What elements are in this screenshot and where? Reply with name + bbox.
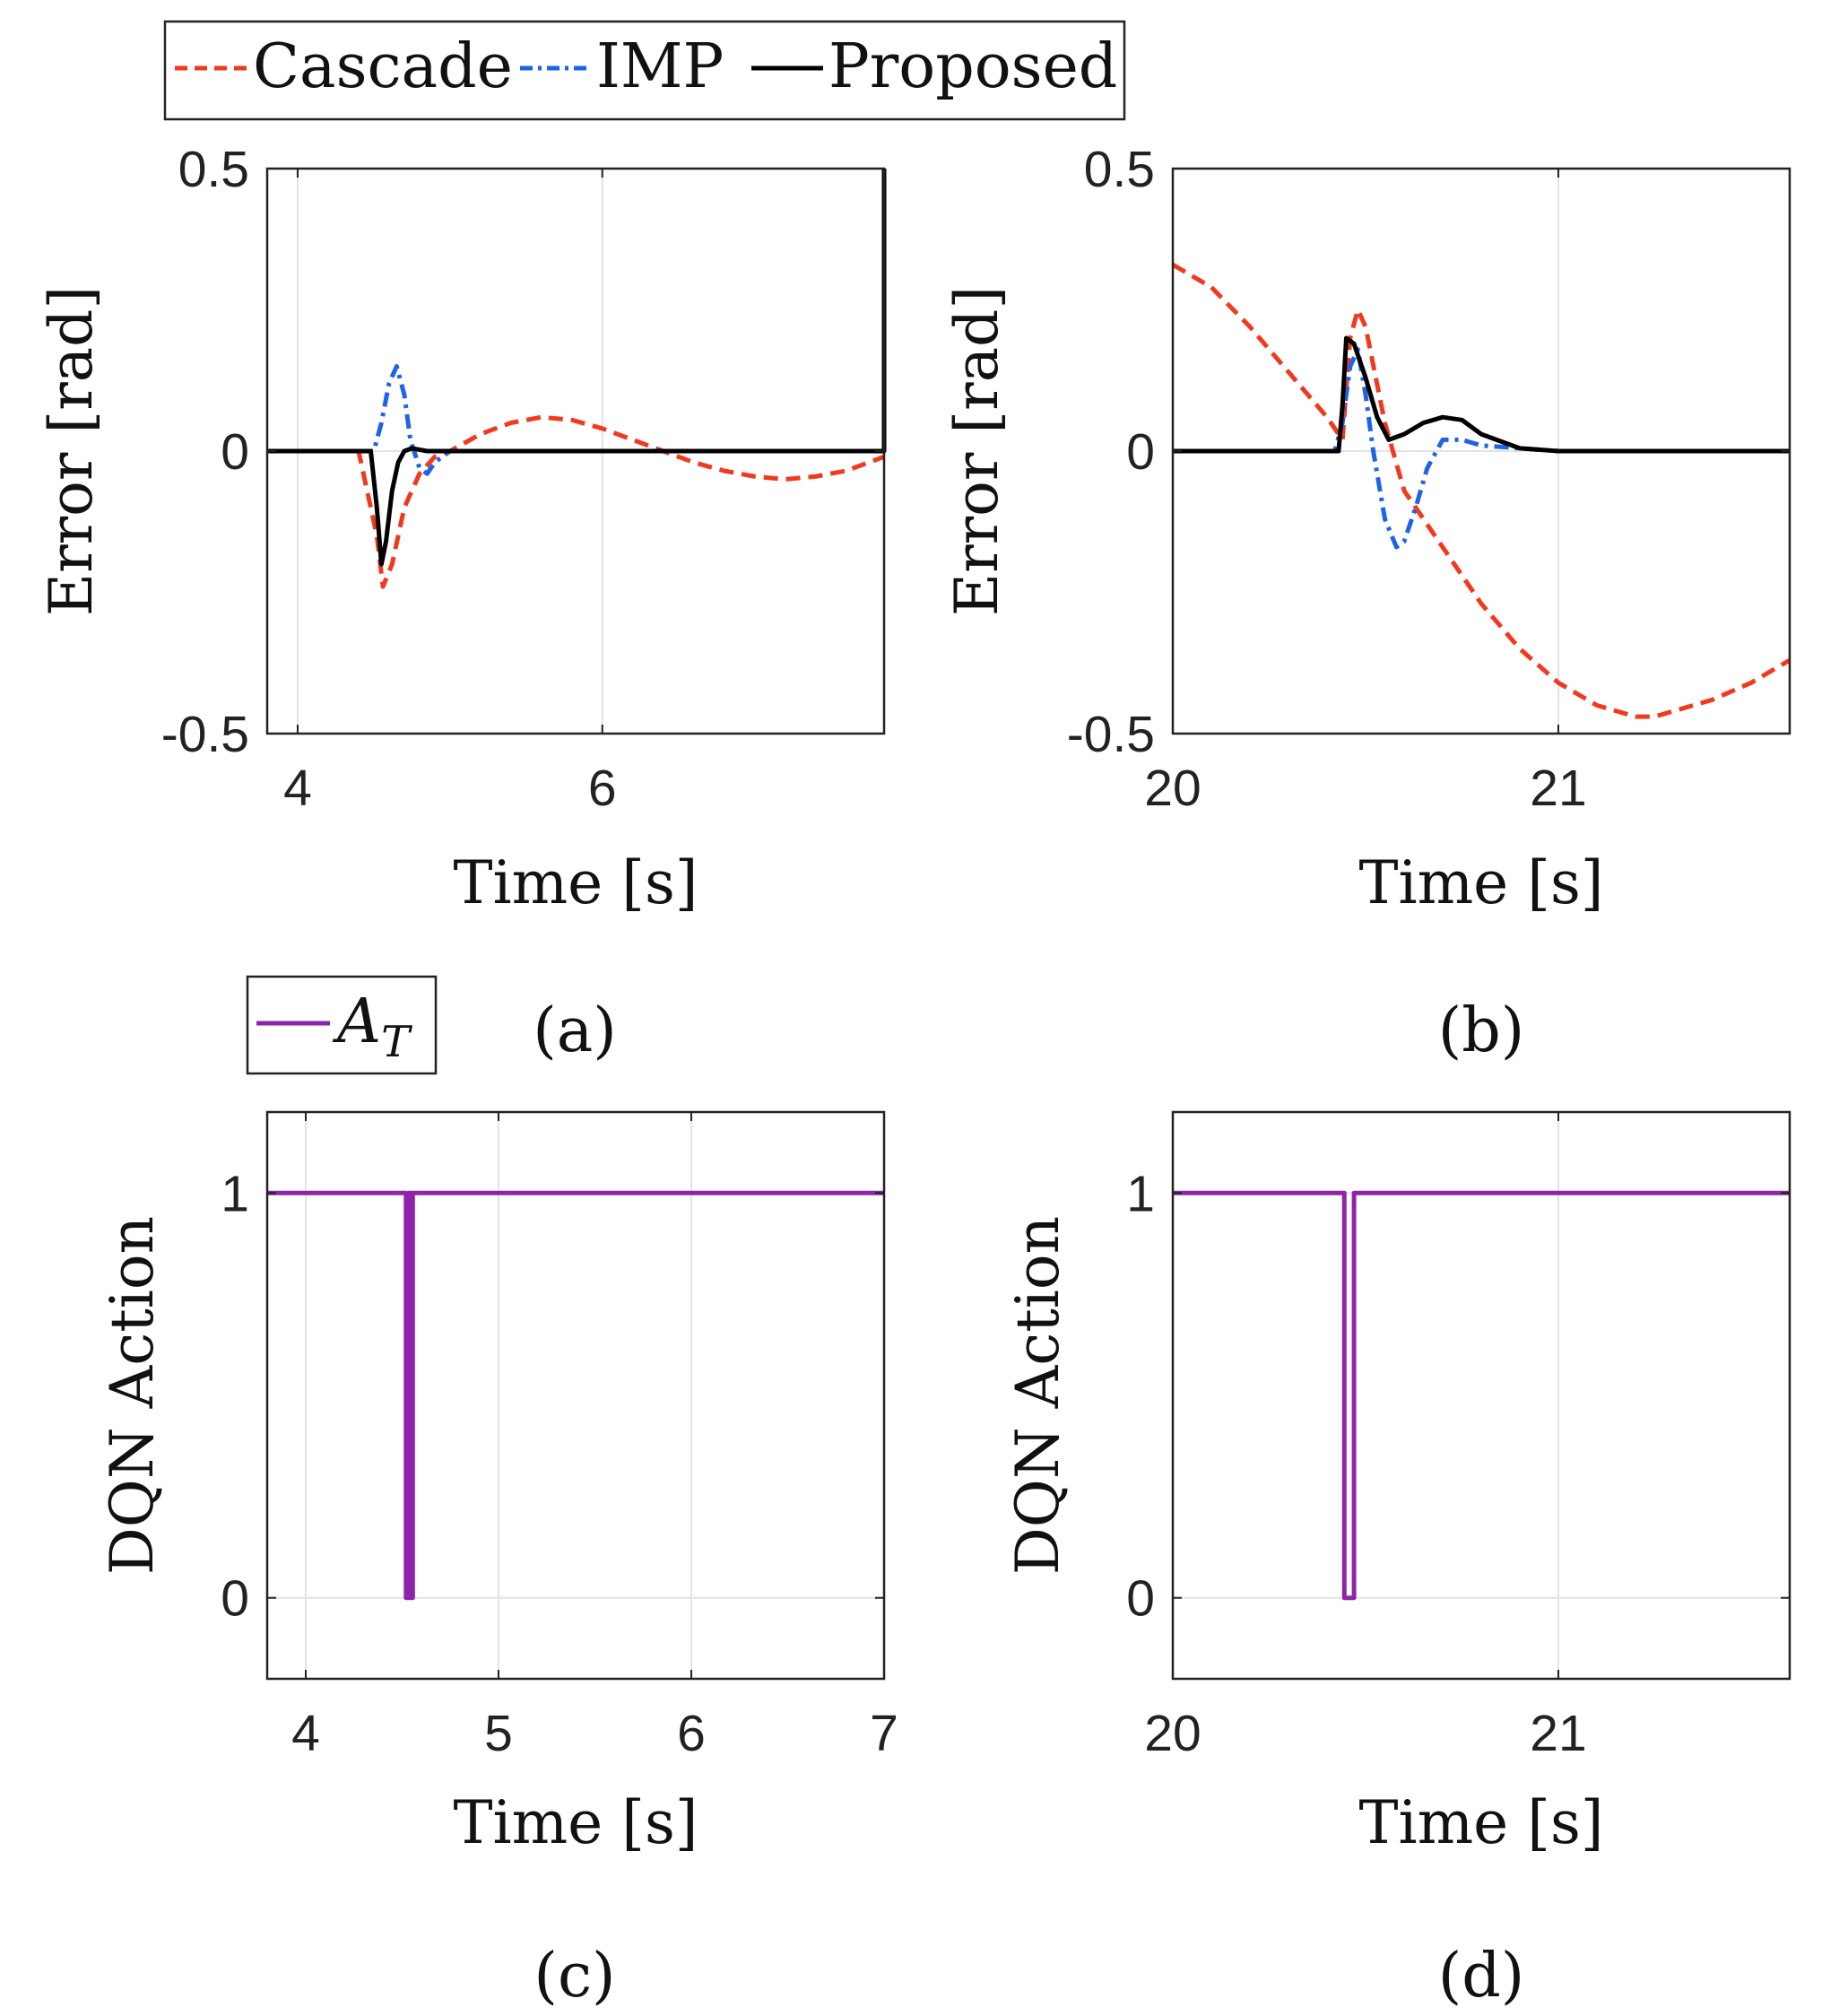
y-tick-label-b-1: 0 <box>1126 423 1155 481</box>
legend-at-sub: T <box>381 1017 412 1067</box>
panel-label-a: (a) <box>533 995 617 1066</box>
y-tick-label-a-0: -0.5 <box>161 706 249 763</box>
axes-box-c <box>265 1110 886 1681</box>
series-line-c-a-t <box>267 1190 884 1601</box>
legend-bottom-box <box>246 975 438 1075</box>
chart-panel-d: 20 21 0 1 Time [s] DQN Action <box>1003 1110 1791 1857</box>
series-line-b-proposed <box>1173 335 1790 454</box>
y-axis-label-a: Error [rad] <box>37 286 106 616</box>
panel-label-b: (b) <box>1438 995 1525 1066</box>
x-tick-label-c-1: 5 <box>484 1705 513 1762</box>
x-axis-label-c: Time [s] <box>453 1788 698 1857</box>
y-tick-label-c-0: 0 <box>221 1570 249 1628</box>
plot-area-d <box>1173 1112 1790 1679</box>
plot-area-c <box>267 1112 884 1679</box>
panel-label-d: (d) <box>1438 1941 1525 2012</box>
x-tick-label-b-1: 21 <box>1530 760 1586 817</box>
y-tick-label-d-1: 1 <box>1126 1165 1155 1222</box>
series-line-a-cascade <box>267 414 885 589</box>
x-tick-label-b-0: 20 <box>1144 760 1201 817</box>
chart-panel-b: 20 21 -0.5 0 0.5 Time [s] Error [rad] <box>942 141 1791 917</box>
x-axis-label-a: Time [s] <box>453 848 698 917</box>
legend-bottom: AT <box>246 975 438 1075</box>
legend-cascade-label: Cascade <box>253 31 513 102</box>
legend-at-label: AT <box>332 986 412 1067</box>
legend-top: Cascade IMP Proposed <box>163 20 1126 121</box>
panel-label-c: (c) <box>533 1941 615 2012</box>
chart-panel-c: 4 5 6 7 0 1 Time [s] DQN Action <box>98 1110 898 1857</box>
x-tick-label-a-1: 6 <box>588 760 617 817</box>
legend-imp-label: IMP <box>596 31 724 102</box>
legend-proposed-label: Proposed <box>828 31 1117 102</box>
x-tick-label-c-2: 6 <box>677 1705 706 1762</box>
y-axis-label-b: Error [rad] <box>942 286 1011 616</box>
y-tick-label-a-1: 0 <box>221 423 249 481</box>
x-axis-label-d: Time [s] <box>1358 1788 1603 1857</box>
x-tick-label-a-0: 4 <box>283 760 312 817</box>
x-axis-label-b: Time [s] <box>1358 848 1603 917</box>
x-tick-label-d-1: 21 <box>1530 1705 1586 1762</box>
series-line-b-cascade <box>1171 262 1791 719</box>
x-tick-label-c-0: 4 <box>291 1705 320 1762</box>
x-tick-label-d-0: 20 <box>1144 1705 1201 1762</box>
legend-at-main: A <box>332 986 381 1057</box>
axes-box-d <box>1171 1110 1791 1681</box>
y-tick-label-c-1: 1 <box>221 1165 249 1222</box>
series-line-d-a-t <box>1173 1190 1790 1601</box>
legend-top-box <box>163 20 1126 121</box>
y-tick-label-b-0: -0.5 <box>1067 706 1155 763</box>
series-line-a-proposed <box>267 169 887 567</box>
y-tick-label-a-2: 0.5 <box>178 141 249 198</box>
chart-panel-a: 4 6 -0.5 0 0.5 Time [s] Error [rad] <box>37 141 887 917</box>
series-line-b-imp <box>1173 347 1790 550</box>
x-tick-label-c-3: 7 <box>870 1705 898 1762</box>
y-tick-label-d-0: 0 <box>1126 1570 1155 1628</box>
y-axis-label-c: DQN Action <box>98 1216 167 1575</box>
y-axis-label-d: DQN Action <box>1003 1216 1072 1575</box>
y-tick-label-b-2: 0.5 <box>1084 141 1155 198</box>
